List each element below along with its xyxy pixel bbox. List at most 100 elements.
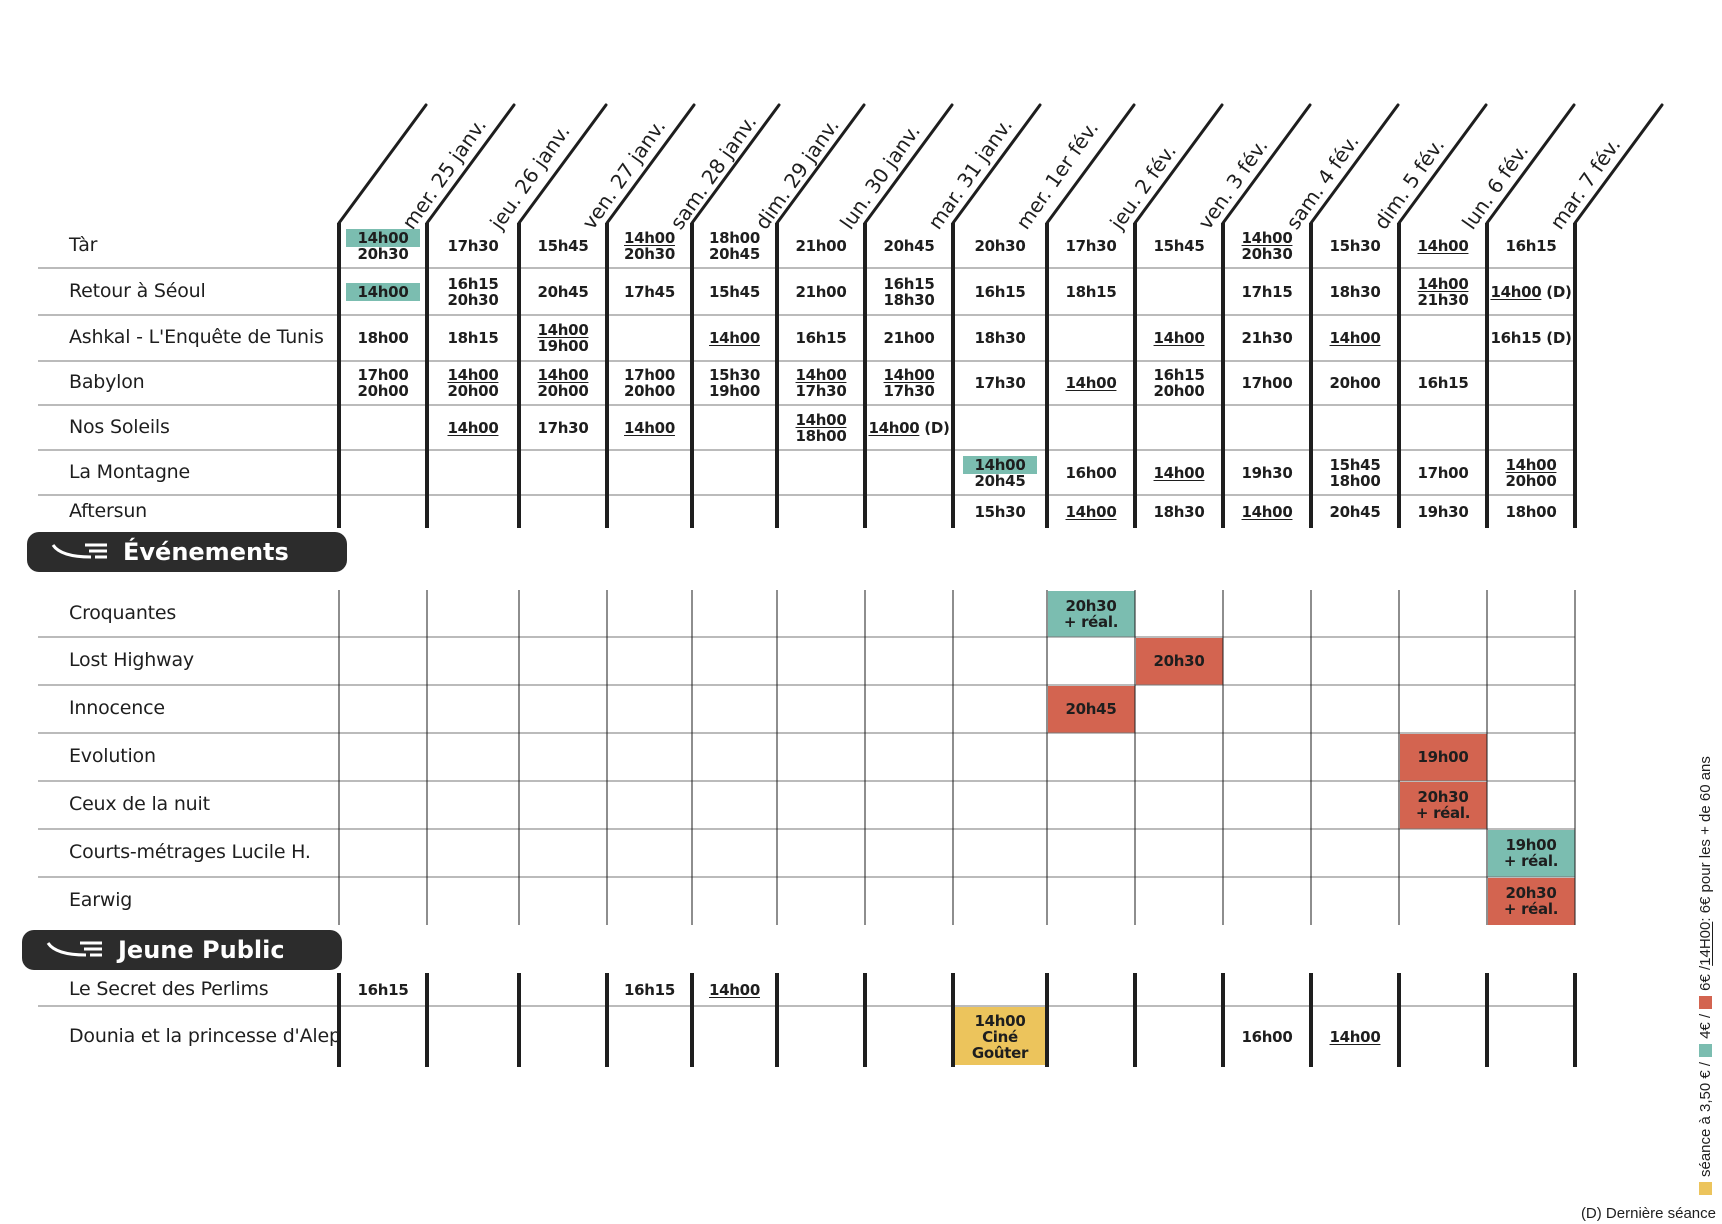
showtime: 17h30 bbox=[1066, 238, 1117, 254]
showtime-cell: 17h00 bbox=[1223, 361, 1311, 405]
showtime: 17h30 bbox=[448, 238, 499, 254]
showtime-cell: 16h15 20h00 bbox=[1135, 361, 1223, 405]
jeune-film-title: Dounia et la princesse d'Alep bbox=[69, 1024, 341, 1047]
showtime: 20h30 bbox=[975, 238, 1026, 254]
showtime: 18h30 bbox=[975, 330, 1026, 346]
yellow-swatch bbox=[1699, 1182, 1712, 1195]
showtime: 14h00 bbox=[538, 322, 589, 338]
showtime: 20h30 bbox=[358, 246, 409, 262]
showtime-text: 18h30 bbox=[974, 329, 1026, 347]
showtime-text: 17h30 bbox=[447, 236, 499, 255]
showtime: 18h00 bbox=[1330, 473, 1381, 489]
showtime-text: 15h45 bbox=[1153, 236, 1205, 255]
showtime-text: 18h15 bbox=[1065, 282, 1117, 301]
showtime-text: 17h30 bbox=[1065, 236, 1117, 255]
showtime-cell: 14h00 bbox=[692, 315, 777, 361]
showtime-text: 14h00 bbox=[1241, 228, 1293, 247]
showtime-text: 19h00 bbox=[1417, 748, 1469, 766]
showtime-cell: 14h00 bbox=[1135, 450, 1223, 495]
event-highlight bbox=[1488, 878, 1575, 925]
header-slant-line bbox=[1309, 103, 1400, 225]
showtime: + réal. bbox=[1064, 614, 1119, 630]
showtime: 18h30 bbox=[884, 292, 935, 308]
showtime: 14h00 (D) bbox=[1490, 284, 1571, 300]
showtime: 16h15 bbox=[1418, 375, 1469, 391]
showtime-text: 21h00 bbox=[795, 282, 847, 301]
showtime-cell: 14h00 bbox=[1223, 495, 1311, 528]
showtime-cell: 20h30 + réal. bbox=[1399, 781, 1487, 829]
showtime: 16h00 bbox=[1242, 1029, 1293, 1045]
showtime-text: 20h45 bbox=[1065, 700, 1117, 718]
showtime-cell: 18h00 bbox=[1487, 495, 1575, 528]
showtime-cell: 14h00 20h00 bbox=[1487, 450, 1575, 495]
last-session-note: (D) Dernière séance bbox=[1580, 1205, 1716, 1222]
showtime-text: 14h00 bbox=[624, 418, 675, 437]
showtime: 17h45 bbox=[624, 284, 675, 300]
showtime-text: 20h30 bbox=[624, 244, 675, 263]
event-title: Innocence bbox=[69, 697, 165, 719]
showtime-cell: 17h30 bbox=[519, 405, 607, 450]
showtime-text: 16h15 bbox=[357, 980, 409, 999]
legend-part2: 4€ / bbox=[1697, 1013, 1714, 1039]
film-title: La Montagne bbox=[69, 460, 191, 483]
showtime: 17h00 bbox=[1418, 465, 1469, 481]
showtime: 15h45 bbox=[709, 284, 760, 300]
showtime: 17h30 bbox=[796, 383, 847, 399]
showtime-text: 20h00 bbox=[357, 382, 409, 400]
header-slant-line bbox=[605, 103, 696, 225]
last-session-marker: (D) bbox=[1541, 282, 1572, 301]
showtime-cell: 16h15 bbox=[607, 973, 692, 1006]
showtime-text: 20h30 bbox=[357, 244, 409, 263]
showtime: 17h30 bbox=[884, 383, 935, 399]
showtime-text: 17h45 bbox=[624, 282, 675, 301]
showtime: 18h15 bbox=[448, 330, 499, 346]
showtime-text: 14h00 bbox=[795, 366, 847, 384]
showtime: 20h00 bbox=[624, 383, 675, 399]
price-legend: séance à 3,50 € / 4€ / 6€ / 14H00 : 6€ p… bbox=[1697, 756, 1714, 1200]
showtime-text: 14h00 bbox=[537, 321, 589, 339]
showtime-cell: 14h00 (D) bbox=[1487, 268, 1575, 315]
showtime: 20h30 bbox=[1242, 246, 1293, 262]
showtime-text: + réal. bbox=[1503, 852, 1559, 870]
showtime-cell: 14h00 20h45 bbox=[953, 450, 1047, 495]
showtime: 20h30 bbox=[1154, 653, 1205, 669]
showtime: 20h45 bbox=[538, 284, 589, 300]
section-title-events: Événements bbox=[123, 538, 289, 566]
showtime-cell: 14h00 bbox=[1047, 361, 1135, 405]
header-slant-line bbox=[1133, 103, 1224, 225]
showtime: 14h00 bbox=[538, 367, 589, 383]
showtime-text: 16h15 bbox=[624, 980, 675, 999]
film-title: Tàr bbox=[69, 233, 98, 256]
showtime: 14h00 bbox=[1154, 465, 1205, 481]
showtime: 19h00 bbox=[538, 338, 589, 354]
showtime-text: 19h30 bbox=[1241, 463, 1293, 482]
showtime: 20h45 bbox=[1066, 701, 1117, 717]
showtime-text: 21h00 bbox=[883, 329, 935, 347]
showtime: 17h30 bbox=[975, 375, 1026, 391]
showtime-cell: 16h15 bbox=[339, 973, 427, 1006]
showtime: 15h30 bbox=[975, 504, 1026, 520]
header-slant-line bbox=[1573, 103, 1664, 225]
event-highlight bbox=[1400, 782, 1487, 829]
section-title-jeune-public: Jeune Public bbox=[118, 936, 285, 964]
showtime-text: 17h30 bbox=[537, 418, 589, 437]
showtime: 14h00 bbox=[1242, 230, 1293, 246]
showtime-cell: 14h00 bbox=[1399, 223, 1487, 268]
screen-icon bbox=[46, 941, 102, 957]
showtime: 19h00 bbox=[1418, 749, 1469, 765]
showtime-cell: 16h15 20h30 bbox=[427, 268, 519, 315]
showtime: 16h15 bbox=[624, 982, 675, 998]
showtime-cell: 19h00 bbox=[1399, 733, 1487, 781]
showtime-text: 14h00 bbox=[868, 418, 920, 437]
showtime-text: 14h00 bbox=[1329, 329, 1381, 347]
showtime-text: 20h00 bbox=[1153, 382, 1205, 400]
showtime-cell: 20h45 bbox=[1047, 685, 1135, 733]
showtime-cell: 21h00 bbox=[777, 223, 865, 268]
showtime: 14h00 bbox=[448, 367, 499, 383]
showtime-cell: 14h00 (D) bbox=[865, 405, 953, 450]
showtime: 15h30 bbox=[1330, 238, 1381, 254]
showtime-cell: 18h00 bbox=[339, 315, 427, 361]
showtime: 14h00 bbox=[1506, 457, 1557, 473]
showtime-cell: 19h00 + réal. bbox=[1487, 829, 1575, 877]
showtime-text: 16h15 bbox=[1153, 366, 1205, 384]
